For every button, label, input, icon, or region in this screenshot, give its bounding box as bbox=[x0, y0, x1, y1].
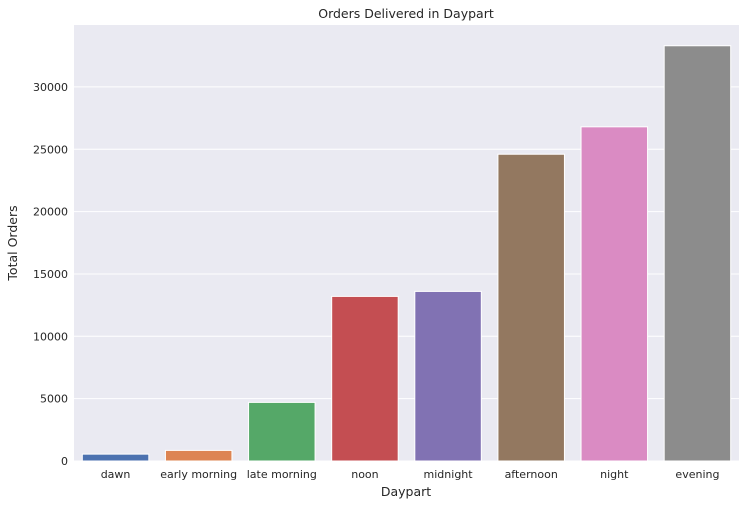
bar-evening bbox=[663, 45, 732, 462]
y-axis-label: Total Orders bbox=[5, 205, 20, 281]
bar-early-morning bbox=[164, 449, 233, 462]
x-tick-label: dawn bbox=[101, 468, 131, 481]
bar-midnight bbox=[414, 290, 482, 462]
bars bbox=[81, 45, 732, 462]
bar-afternoon bbox=[497, 153, 565, 462]
x-tick-label: night bbox=[600, 468, 629, 481]
x-tick-label: midnight bbox=[424, 468, 474, 481]
x-tick-label: early morning bbox=[160, 468, 237, 481]
x-tick-label: evening bbox=[675, 468, 719, 481]
x-axis-ticks: dawn early morning late morning noon midnigh… bbox=[101, 468, 720, 481]
y-axis-ticks: 0 5000 10000 15000 20000 25000 30000 bbox=[33, 81, 68, 468]
x-tick-label: noon bbox=[351, 468, 378, 481]
chart-title: Orders Delivered in Daypart bbox=[318, 6, 494, 21]
y-tick-label: 10000 bbox=[33, 330, 68, 343]
y-tick-label: 30000 bbox=[33, 81, 68, 94]
y-tick-label: 15000 bbox=[33, 268, 68, 281]
bar-night bbox=[580, 126, 649, 462]
bar-noon bbox=[331, 295, 399, 462]
y-tick-label: 20000 bbox=[33, 206, 68, 219]
bar-dawn bbox=[81, 453, 150, 462]
bar-late-morning bbox=[248, 401, 316, 462]
y-tick-label: 0 bbox=[61, 455, 68, 468]
x-tick-label: late morning bbox=[247, 468, 317, 481]
x-axis-label: Daypart bbox=[381, 484, 431, 499]
y-tick-label: 25000 bbox=[33, 143, 68, 156]
y-tick-label: 5000 bbox=[40, 393, 68, 406]
x-tick-label: afternoon bbox=[505, 468, 558, 481]
